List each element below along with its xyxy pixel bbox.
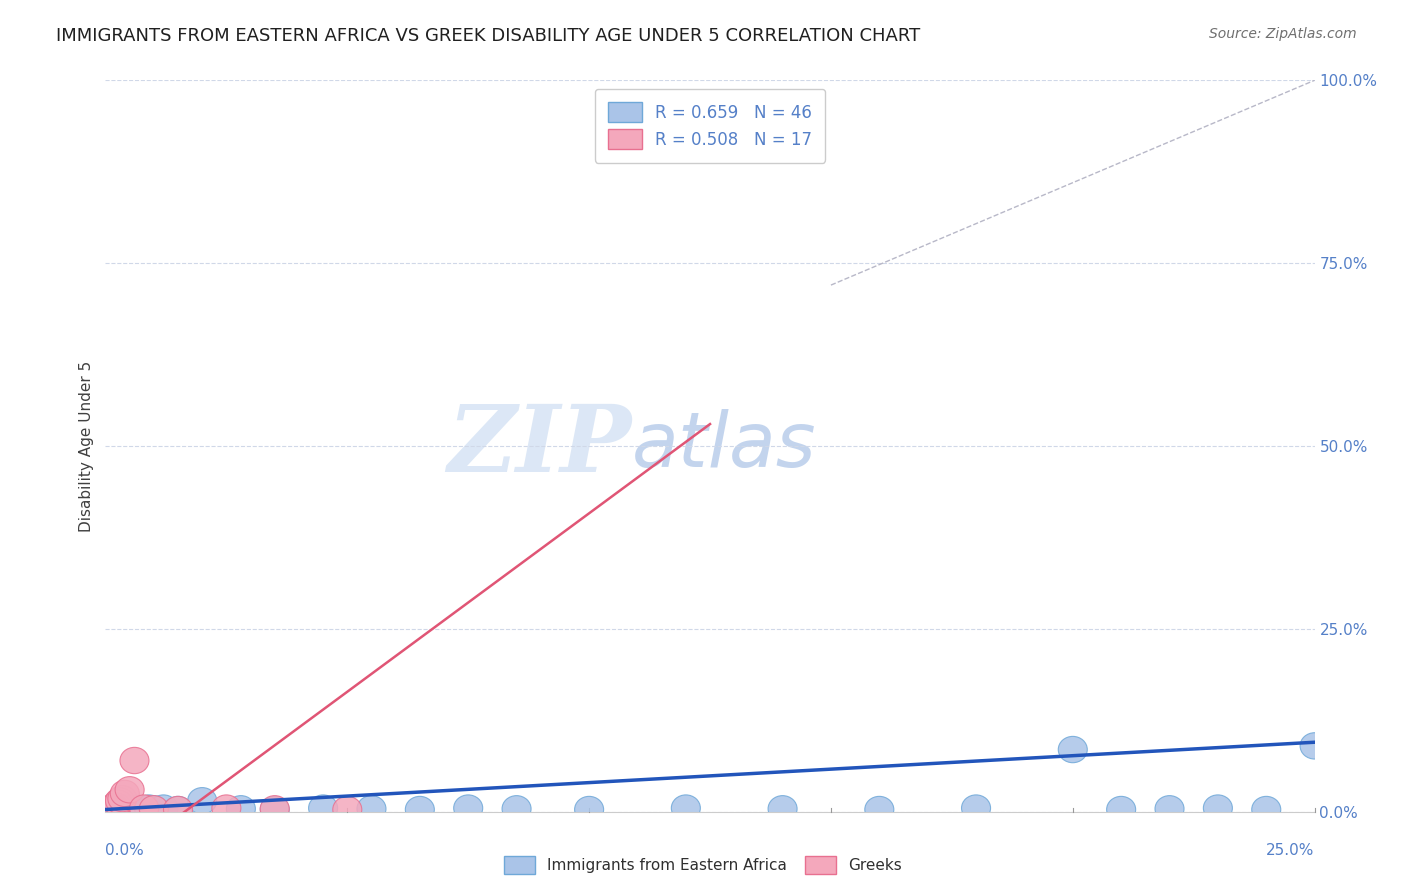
Ellipse shape xyxy=(105,796,135,822)
Ellipse shape xyxy=(96,796,125,822)
Ellipse shape xyxy=(101,793,131,819)
Ellipse shape xyxy=(110,780,139,806)
Ellipse shape xyxy=(1107,797,1136,822)
Text: Source: ZipAtlas.com: Source: ZipAtlas.com xyxy=(1209,27,1357,41)
Ellipse shape xyxy=(93,797,122,822)
Ellipse shape xyxy=(110,796,139,822)
Text: atlas: atlas xyxy=(631,409,815,483)
Ellipse shape xyxy=(96,796,125,822)
Ellipse shape xyxy=(101,796,131,822)
Ellipse shape xyxy=(333,797,361,822)
Ellipse shape xyxy=(112,795,141,822)
Ellipse shape xyxy=(260,796,290,822)
Legend: Immigrants from Eastern Africa, Greeks: Immigrants from Eastern Africa, Greeks xyxy=(498,850,908,880)
Ellipse shape xyxy=(105,788,135,814)
Ellipse shape xyxy=(149,795,179,822)
Ellipse shape xyxy=(768,796,797,822)
Ellipse shape xyxy=(163,797,193,822)
Ellipse shape xyxy=(120,795,149,822)
Ellipse shape xyxy=(163,797,193,822)
Text: 25.0%: 25.0% xyxy=(1267,843,1315,858)
Ellipse shape xyxy=(139,796,169,822)
Ellipse shape xyxy=(115,777,145,803)
Ellipse shape xyxy=(97,795,127,822)
Ellipse shape xyxy=(1154,796,1184,822)
Ellipse shape xyxy=(187,788,217,814)
Ellipse shape xyxy=(226,796,256,822)
Ellipse shape xyxy=(104,797,134,822)
Text: 0.0%: 0.0% xyxy=(105,843,145,858)
Ellipse shape xyxy=(108,785,136,812)
Ellipse shape xyxy=(115,797,145,822)
Ellipse shape xyxy=(962,795,991,822)
Ellipse shape xyxy=(107,797,135,822)
Ellipse shape xyxy=(129,795,159,822)
Ellipse shape xyxy=(405,797,434,822)
Ellipse shape xyxy=(118,796,146,822)
Ellipse shape xyxy=(104,789,132,816)
Ellipse shape xyxy=(139,796,169,822)
Ellipse shape xyxy=(575,797,603,822)
Ellipse shape xyxy=(212,795,240,822)
Ellipse shape xyxy=(454,795,482,822)
Ellipse shape xyxy=(1059,737,1087,763)
Ellipse shape xyxy=(125,796,153,822)
Y-axis label: Disability Age Under 5: Disability Age Under 5 xyxy=(79,360,94,532)
Ellipse shape xyxy=(120,747,149,773)
Ellipse shape xyxy=(1251,797,1281,822)
Ellipse shape xyxy=(129,797,159,822)
Ellipse shape xyxy=(97,797,125,822)
Ellipse shape xyxy=(671,795,700,822)
Ellipse shape xyxy=(98,796,128,822)
Ellipse shape xyxy=(308,795,337,822)
Ellipse shape xyxy=(260,797,290,822)
Ellipse shape xyxy=(1301,732,1329,759)
Ellipse shape xyxy=(101,797,129,823)
Ellipse shape xyxy=(103,797,132,822)
Ellipse shape xyxy=(357,796,387,822)
Ellipse shape xyxy=(110,797,138,822)
Ellipse shape xyxy=(100,797,129,822)
Ellipse shape xyxy=(135,795,163,822)
Legend: R = 0.659   N = 46, R = 0.508   N = 17: R = 0.659 N = 46, R = 0.508 N = 17 xyxy=(595,88,825,162)
Ellipse shape xyxy=(502,796,531,822)
Ellipse shape xyxy=(1204,795,1233,822)
Ellipse shape xyxy=(93,797,122,822)
Ellipse shape xyxy=(108,795,136,822)
Ellipse shape xyxy=(97,797,127,823)
Ellipse shape xyxy=(94,797,124,823)
Ellipse shape xyxy=(865,797,894,822)
Text: ZIP: ZIP xyxy=(447,401,631,491)
Ellipse shape xyxy=(100,794,129,821)
Ellipse shape xyxy=(104,796,132,822)
Text: IMMIGRANTS FROM EASTERN AFRICA VS GREEK DISABILITY AGE UNDER 5 CORRELATION CHART: IMMIGRANTS FROM EASTERN AFRICA VS GREEK … xyxy=(56,27,921,45)
